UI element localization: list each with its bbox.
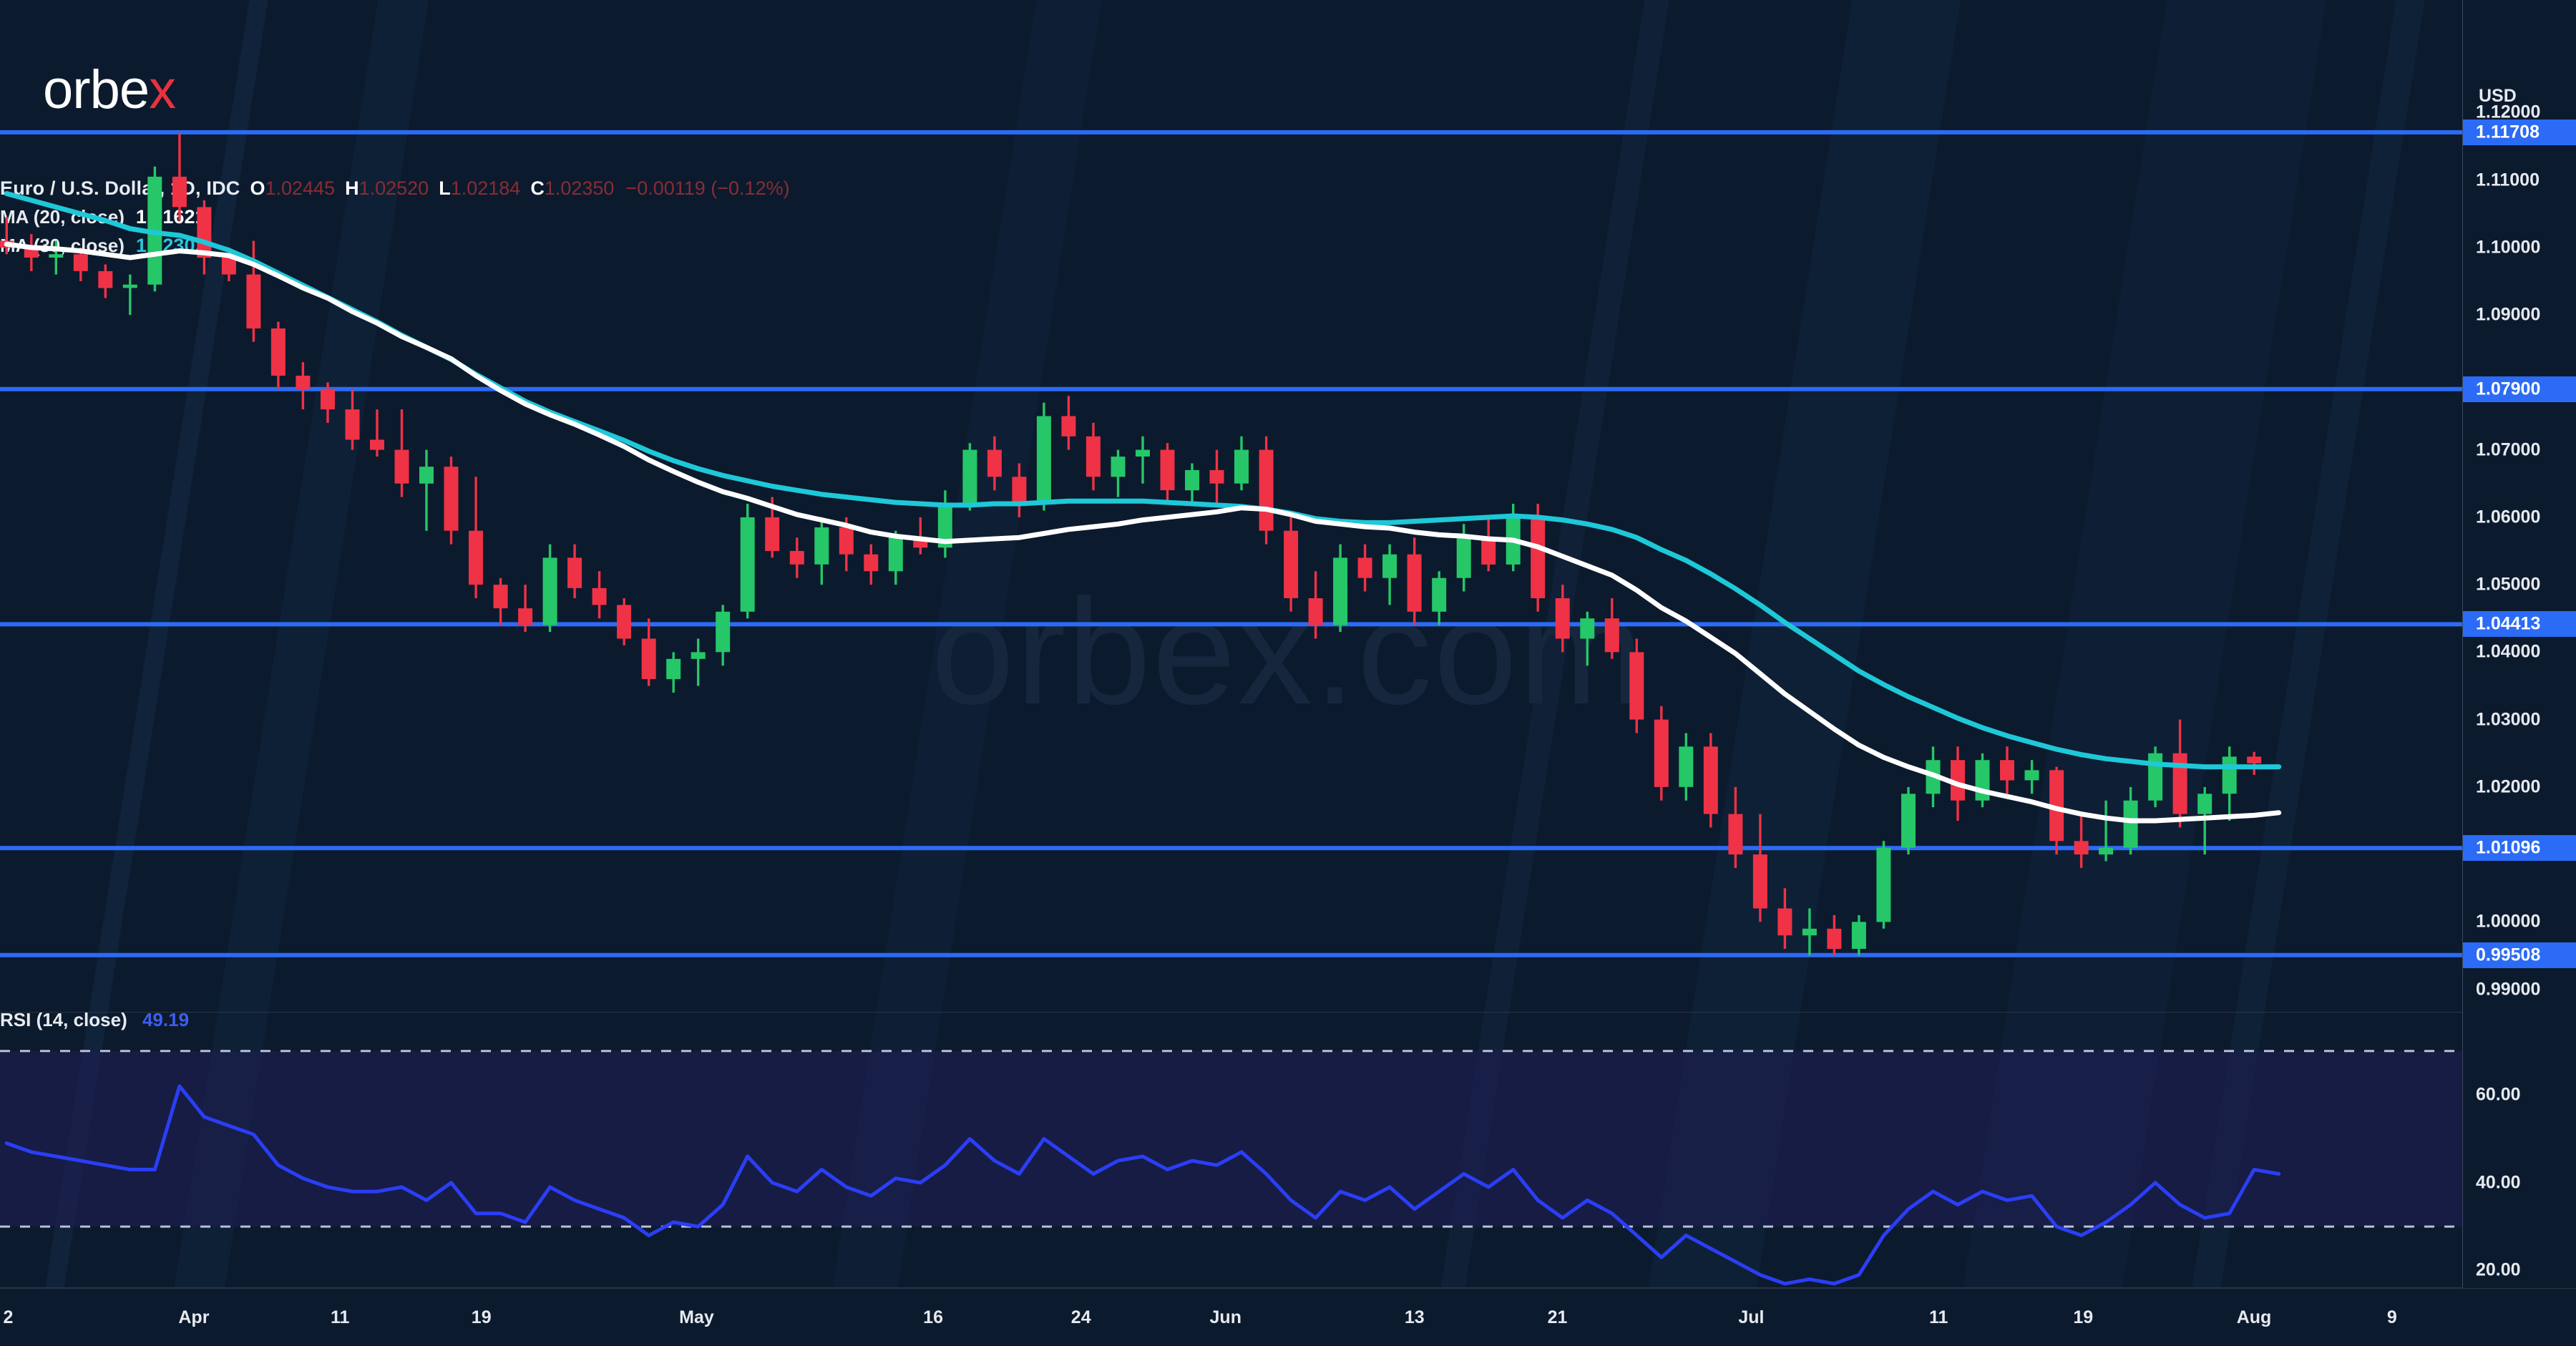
price-axis-tick: 1.04000 xyxy=(2476,641,2541,662)
price-level-badge[interactable]: 1.07900 xyxy=(2463,376,2576,402)
price-level-value: 1.04413 xyxy=(2476,613,2541,634)
time-axis-tick: Jun xyxy=(1209,1307,1241,1327)
ohlc-high-value: 1.02520 xyxy=(358,177,429,199)
ohlc-close-key: C xyxy=(530,177,545,199)
price-axis-tick: 1.11000 xyxy=(2476,170,2540,190)
price-change: −0.00119 (−0.12%) xyxy=(625,177,790,199)
time-axis-tick: Aug xyxy=(2236,1307,2272,1327)
price-level-value: 1.07900 xyxy=(2476,379,2541,399)
currency-label: USD xyxy=(2479,86,2517,106)
rsi-axis-tick: 40.00 xyxy=(2476,1172,2521,1193)
ohlc-high-key: H xyxy=(345,177,359,199)
time-axis-tick: 2 xyxy=(3,1307,14,1327)
time-axis-tick: Jul xyxy=(1738,1307,1765,1327)
time-axis-tick: 13 xyxy=(1404,1307,1425,1327)
time-axis-tick: 19 xyxy=(2073,1307,2094,1327)
price-level-badge[interactable]: 1.04413 xyxy=(2463,611,2576,638)
price-axis-tick: 1.09000 xyxy=(2476,304,2541,325)
price-axis-tick: 1.02000 xyxy=(2476,776,2541,797)
rsi-pane[interactable]: RSI (14, close) 49.19 xyxy=(0,1009,2462,1288)
rsi-label: RSI (14, close) xyxy=(0,1009,127,1030)
price-axis[interactable]: USD 1.12000 1.11000 1.10000 1.09000 1.07000 1… xyxy=(2462,0,2576,1288)
ohlc-low-value: 1.02184 xyxy=(450,177,521,199)
price-level-badge[interactable]: 0.99508 xyxy=(2463,942,2576,968)
orbex-logo: orbex xyxy=(43,63,176,117)
rsi-axis-tick: 60.00 xyxy=(2476,1084,2521,1105)
price-axis-tick: 1.00000 xyxy=(2476,911,2541,932)
price-level-value: 1.01096 xyxy=(2476,837,2541,858)
logo-accent-x: x xyxy=(149,59,176,120)
rsi-value: 49.19 xyxy=(142,1009,190,1030)
time-axis-tick: 24 xyxy=(1070,1307,1091,1327)
rsi-bottom-divider xyxy=(0,1287,2462,1288)
rsi-legend[interactable]: RSI (14, close) 49.19 xyxy=(0,1009,189,1031)
price-axis-tick: 1.07000 xyxy=(2476,439,2541,460)
candlestick-plot[interactable] xyxy=(0,82,2462,1020)
ohlc-low-key: L xyxy=(439,177,451,199)
price-axis-tick: 0.99000 xyxy=(2476,979,2541,1000)
time-axis[interactable]: 2 Apr 11 19 May 16 24 Jun 13 21 Jul 11 19 Aug 9 xyxy=(0,1288,2576,1346)
time-axis-tick: 11 xyxy=(1928,1307,1948,1327)
rsi-axis-tick: 20.00 xyxy=(2476,1259,2521,1280)
time-axis-tick: 11 xyxy=(331,1307,350,1327)
price-level-value: 1.11708 xyxy=(2476,122,2540,142)
ma20-value: 1.01621 xyxy=(135,206,206,228)
price-pane[interactable] xyxy=(0,82,2462,1020)
time-axis-tick: 21 xyxy=(1547,1307,1568,1327)
price-level-value: 0.99508 xyxy=(2476,945,2541,965)
price-level-badge[interactable]: 1.01096 xyxy=(2463,835,2576,862)
ohlc-close-value: 1.02350 xyxy=(544,177,615,199)
logo-text: orbe xyxy=(43,59,150,120)
rsi-plot[interactable] xyxy=(0,1025,2462,1288)
price-axis-tick: 1.06000 xyxy=(2476,507,2541,527)
price-axis-tick: 1.05000 xyxy=(2476,574,2541,595)
time-axis-tick: 9 xyxy=(2386,1307,2397,1327)
legend-symbol-row[interactable]: Euro / U.S. Dollar, 1D, IDC O1.02445 H1.02… xyxy=(0,179,790,198)
ohlc-open-value: 1.02445 xyxy=(265,177,336,199)
time-axis-tick: Apr xyxy=(178,1307,210,1327)
price-axis-tick: 1.10000 xyxy=(2476,237,2541,258)
symbol-title: Euro / U.S. Dollar, 1D, IDC xyxy=(0,177,240,199)
price-axis-tick: 1.03000 xyxy=(2476,709,2541,730)
price-axis-tick: 1.12000 xyxy=(2476,102,2541,122)
price-level-badge[interactable]: 1.11708 xyxy=(2463,119,2576,145)
time-axis-tick: May xyxy=(679,1307,714,1327)
ohlc-open-key: O xyxy=(250,177,265,199)
time-axis-tick: 16 xyxy=(923,1307,943,1327)
time-axis-tick: 19 xyxy=(471,1307,492,1327)
chart-legend: Euro / U.S. Dollar, 1D, IDC O1.02445 H1.02… xyxy=(0,179,790,265)
pane-divider xyxy=(0,1012,2462,1013)
